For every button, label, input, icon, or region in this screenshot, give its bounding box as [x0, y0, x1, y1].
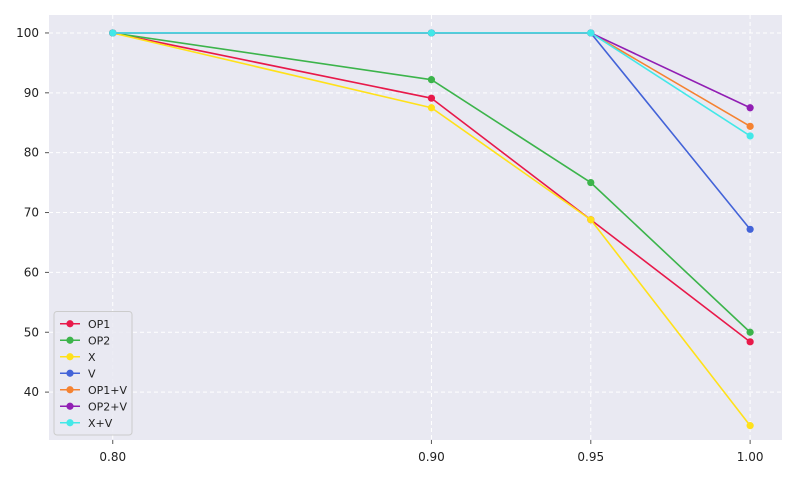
legend-marker [66, 369, 74, 377]
data-point [746, 338, 754, 346]
data-point [587, 179, 595, 187]
legend-item: V [60, 367, 96, 380]
data-point [587, 216, 595, 224]
legend-label: V [88, 367, 96, 380]
legend-label: OP2+V [88, 400, 128, 413]
data-point [427, 104, 436, 112]
legend-item: OP2+V [60, 400, 128, 413]
data-point [427, 29, 436, 37]
series-group [109, 29, 754, 430]
axes: 40 50 60 70 80 90 100 0.80 0.90 0.95 1.00 [16, 26, 763, 464]
legend-item: OP1 [60, 318, 110, 331]
y-tick-label: 50 [24, 325, 39, 339]
series-x-plus-v [109, 29, 754, 140]
data-point [427, 76, 436, 84]
y-tick-label: 60 [24, 265, 39, 279]
legend-marker [66, 386, 74, 394]
legend-marker [66, 353, 74, 361]
data-point [587, 29, 595, 37]
plot-area [49, 15, 782, 440]
legend-item: X [60, 351, 96, 364]
data-point [746, 328, 754, 336]
legend-label: X [88, 351, 96, 364]
series-line [112, 32, 751, 343]
data-point [109, 29, 117, 37]
data-point [746, 122, 754, 130]
legend-label: OP1+V [88, 384, 128, 397]
y-tick-label: 100 [16, 26, 39, 40]
legend-label: OP1 [88, 318, 110, 331]
legend-item: OP1+V [60, 384, 128, 397]
legend-marker [66, 336, 74, 344]
data-point [746, 422, 754, 430]
legend-label: OP2 [88, 334, 110, 347]
x-tick-label: 0.80 [99, 450, 126, 464]
y-tick-label: 80 [24, 146, 39, 160]
legend: OP1 OP2 XV OP1+V OP2+V X+V [53, 311, 133, 436]
data-point [746, 104, 754, 112]
y-tick-label: 70 [24, 206, 39, 220]
series-line [112, 32, 751, 333]
y-tick-label: 90 [24, 86, 39, 100]
series-line [112, 32, 751, 137]
y-tick-label: 40 [24, 385, 39, 399]
series-line [112, 32, 751, 427]
data-point [746, 132, 754, 140]
legend-label: X+V [88, 417, 113, 430]
legend-marker [66, 419, 74, 427]
data-point [427, 94, 436, 102]
legend-item: OP2 [60, 334, 110, 347]
legend-marker [66, 402, 74, 410]
data-point [746, 225, 754, 233]
x-tick-label: 0.95 [577, 450, 604, 464]
x-tick-label: 0.90 [418, 450, 445, 464]
legend-item: X+V [60, 417, 113, 430]
legend-box [53, 311, 133, 436]
x-tick-label: 1.00 [737, 450, 764, 464]
legend-marker [66, 320, 74, 328]
